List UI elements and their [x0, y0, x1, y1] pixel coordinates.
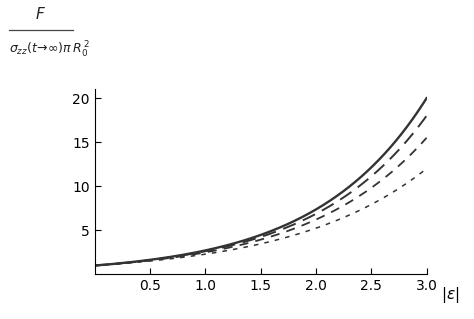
Text: $F$: $F$ — [35, 6, 46, 22]
Text: $|\varepsilon|$: $|\varepsilon|$ — [440, 286, 459, 305]
Text: $\sigma_{zz}(t \!\rightarrow\! \infty)\pi\, R_0^{\,2}$: $\sigma_{zz}(t \!\rightarrow\! \infty)\p… — [9, 40, 90, 60]
